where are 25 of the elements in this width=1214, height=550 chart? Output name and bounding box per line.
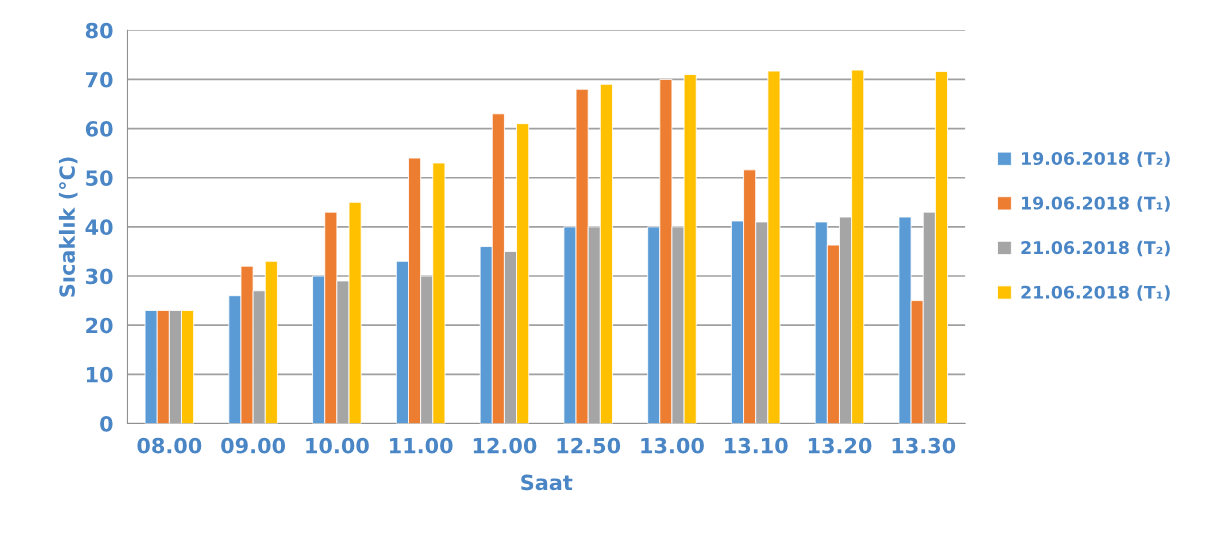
x-tick-label: 12.50	[557, 437, 621, 454]
x-tick-label: 09.00	[221, 437, 286, 454]
x-tick-label: 10.00	[306, 437, 369, 454]
x-tick-label: 13.00	[641, 437, 704, 454]
x-tick-label: 13.30	[892, 437, 956, 454]
legend-label: 19.06.2018 (T₁)	[1022, 196, 1170, 212]
y-tick-label: 10	[86, 366, 113, 383]
x-tick-label: 13.20	[808, 437, 872, 454]
y-tick-label: 20	[86, 317, 113, 334]
legend-label: 19.06.2018 (T₂)	[1022, 151, 1170, 168]
x-tick-label: 12.00	[473, 437, 537, 454]
x-tick-label: 11.00	[390, 437, 453, 454]
legend-label: 21.06.2018 (T₂)	[1021, 240, 1170, 257]
y-tick-label: 70	[85, 71, 113, 88]
x-tick-label: 08.00	[137, 437, 202, 454]
y-axis-title: Sıcaklık (°C)	[58, 157, 78, 297]
y-tick-label: 60	[85, 121, 113, 137]
y-tick-label: 40	[85, 219, 113, 236]
x-tick-label: 13.10	[725, 437, 788, 454]
legend-label: 21.06.2018 (T₁)	[1021, 285, 1170, 301]
y-tick-label: 50	[86, 170, 113, 186]
y-tick-label: 0	[100, 415, 113, 432]
y-tick-label: 30	[85, 268, 113, 285]
x-axis-title: Saat	[521, 474, 573, 491]
y-tick-label: 80	[85, 22, 113, 39]
